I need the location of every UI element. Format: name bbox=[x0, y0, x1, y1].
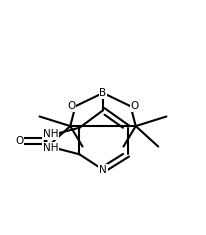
Text: NH: NH bbox=[43, 143, 59, 153]
Text: NH: NH bbox=[43, 129, 59, 139]
Text: O: O bbox=[131, 101, 139, 111]
Text: N: N bbox=[99, 165, 107, 175]
Text: O: O bbox=[15, 136, 23, 146]
Text: B: B bbox=[99, 88, 107, 98]
Text: O: O bbox=[67, 101, 75, 111]
